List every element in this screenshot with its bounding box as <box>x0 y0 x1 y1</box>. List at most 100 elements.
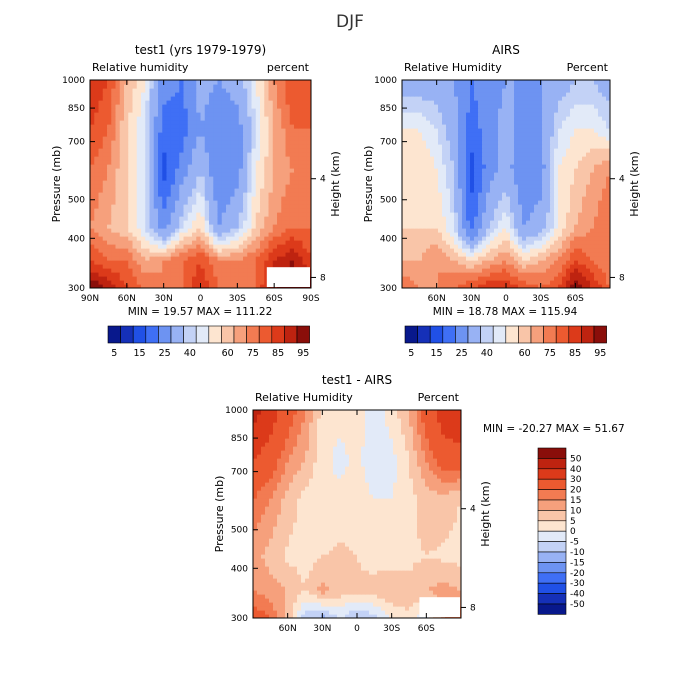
heatmap-cell <box>115 120 121 125</box>
heatmap-cell <box>111 236 117 241</box>
heatmap-cell <box>119 132 125 137</box>
heatmap-cell <box>514 172 519 177</box>
heatmap-cell <box>149 164 155 169</box>
heatmap-cell <box>98 220 104 225</box>
heatmap-cell <box>562 156 567 161</box>
heatmap-cell <box>170 140 176 145</box>
heatmap-cell <box>213 276 219 281</box>
heatmap-cell <box>277 232 282 237</box>
heatmap-cell <box>162 232 168 237</box>
heatmap-cell <box>175 88 180 93</box>
heatmap-cell <box>402 260 407 265</box>
heatmap-cell <box>247 112 253 117</box>
heatmap-cell <box>145 224 151 229</box>
heatmap-cell <box>247 252 253 257</box>
heatmap-cell <box>562 140 567 145</box>
heatmap-cell <box>502 204 507 209</box>
heatmap-cell <box>264 252 270 257</box>
heatmap-cell <box>230 176 236 181</box>
heatmap-cell <box>196 132 202 137</box>
heatmap-cell <box>179 100 185 105</box>
heatmap-cell <box>546 128 551 133</box>
heatmap-cell <box>217 248 223 253</box>
heatmap-cell <box>578 232 583 237</box>
heatmap-cell <box>209 80 214 85</box>
heatmap-cell <box>566 260 571 265</box>
heatmap-cell <box>268 156 274 161</box>
heatmap-cell <box>268 176 274 181</box>
heatmap-cell <box>200 280 206 285</box>
heatmap-cell <box>170 272 176 277</box>
heatmap-cell <box>426 212 431 217</box>
heatmap-cell <box>187 88 193 93</box>
heatmap-cell <box>474 188 479 193</box>
heatmap-cell <box>534 132 539 137</box>
heatmap-cell <box>438 160 443 165</box>
heatmap-cell <box>238 108 244 113</box>
heatmap-cell <box>119 180 125 185</box>
heatmap-cell <box>294 212 299 217</box>
heatmap-cell <box>534 120 539 125</box>
heatmap-cell <box>466 176 471 181</box>
heatmap-cell <box>277 100 282 105</box>
heatmap-cell <box>594 236 599 241</box>
heatmap-cell <box>518 184 523 189</box>
heatmap-cell <box>158 96 163 101</box>
heatmap-cell <box>414 284 419 288</box>
heatmap-cell <box>542 236 547 241</box>
heatmap-cell <box>522 120 527 125</box>
heatmap-cell <box>153 212 159 217</box>
heatmap-cell <box>574 200 579 205</box>
heatmap-cell <box>598 192 603 197</box>
heatmap-cell <box>490 216 495 221</box>
heatmap-cell <box>94 228 100 233</box>
heatmap-cell <box>226 144 231 149</box>
heatmap-cell <box>289 244 295 249</box>
heatmap-cell <box>272 208 278 213</box>
heatmap-cell <box>247 116 253 121</box>
heatmap-cell <box>141 80 146 85</box>
heatmap-cell <box>486 220 491 225</box>
heatmap-cell <box>434 232 439 237</box>
heatmap-cell <box>566 156 571 161</box>
heatmap-cell <box>518 208 523 213</box>
heatmap-cell <box>128 152 134 157</box>
heatmap-cell <box>518 152 523 157</box>
heatmap-cell <box>422 236 427 241</box>
heatmap-cell <box>243 200 248 205</box>
heatmap-cell <box>247 136 253 141</box>
heatmap-cell <box>251 204 257 209</box>
heatmap-cell <box>289 224 295 229</box>
heatmap-cell <box>247 120 253 125</box>
heatmap-cell <box>255 284 261 288</box>
heatmap-cell <box>187 244 193 249</box>
heatmap-cell <box>486 140 491 145</box>
heatmap-cell <box>124 112 129 117</box>
heatmap-cell <box>281 140 287 145</box>
heatmap-cell <box>158 112 163 117</box>
heatmap-cell <box>285 180 291 185</box>
heatmap-cell <box>446 252 451 257</box>
heatmap-cell <box>558 276 563 281</box>
heatmap-cell <box>590 220 595 225</box>
heatmap-cell <box>494 244 499 249</box>
heatmap-cell <box>530 280 535 285</box>
heatmap-cell <box>594 280 599 285</box>
heatmap-cell <box>458 184 463 189</box>
heatmap-cell <box>124 276 129 281</box>
heatmap-cell <box>209 88 214 93</box>
heatmap-cell <box>209 248 214 253</box>
heatmap-cell <box>298 264 304 269</box>
heatmap-cell <box>183 136 189 141</box>
heatmap-cell <box>132 80 138 85</box>
heatmap-cell <box>466 152 471 157</box>
heatmap-cell <box>498 136 503 141</box>
heatmap-cell <box>247 212 253 217</box>
heatmap-cell <box>230 180 236 185</box>
heatmap-cell <box>272 140 278 145</box>
heatmap-cell <box>590 236 595 241</box>
heatmap-cell <box>166 84 172 89</box>
heatmap-cell <box>234 112 240 117</box>
heatmap-cell <box>90 132 95 137</box>
heatmap-cell <box>294 260 299 265</box>
